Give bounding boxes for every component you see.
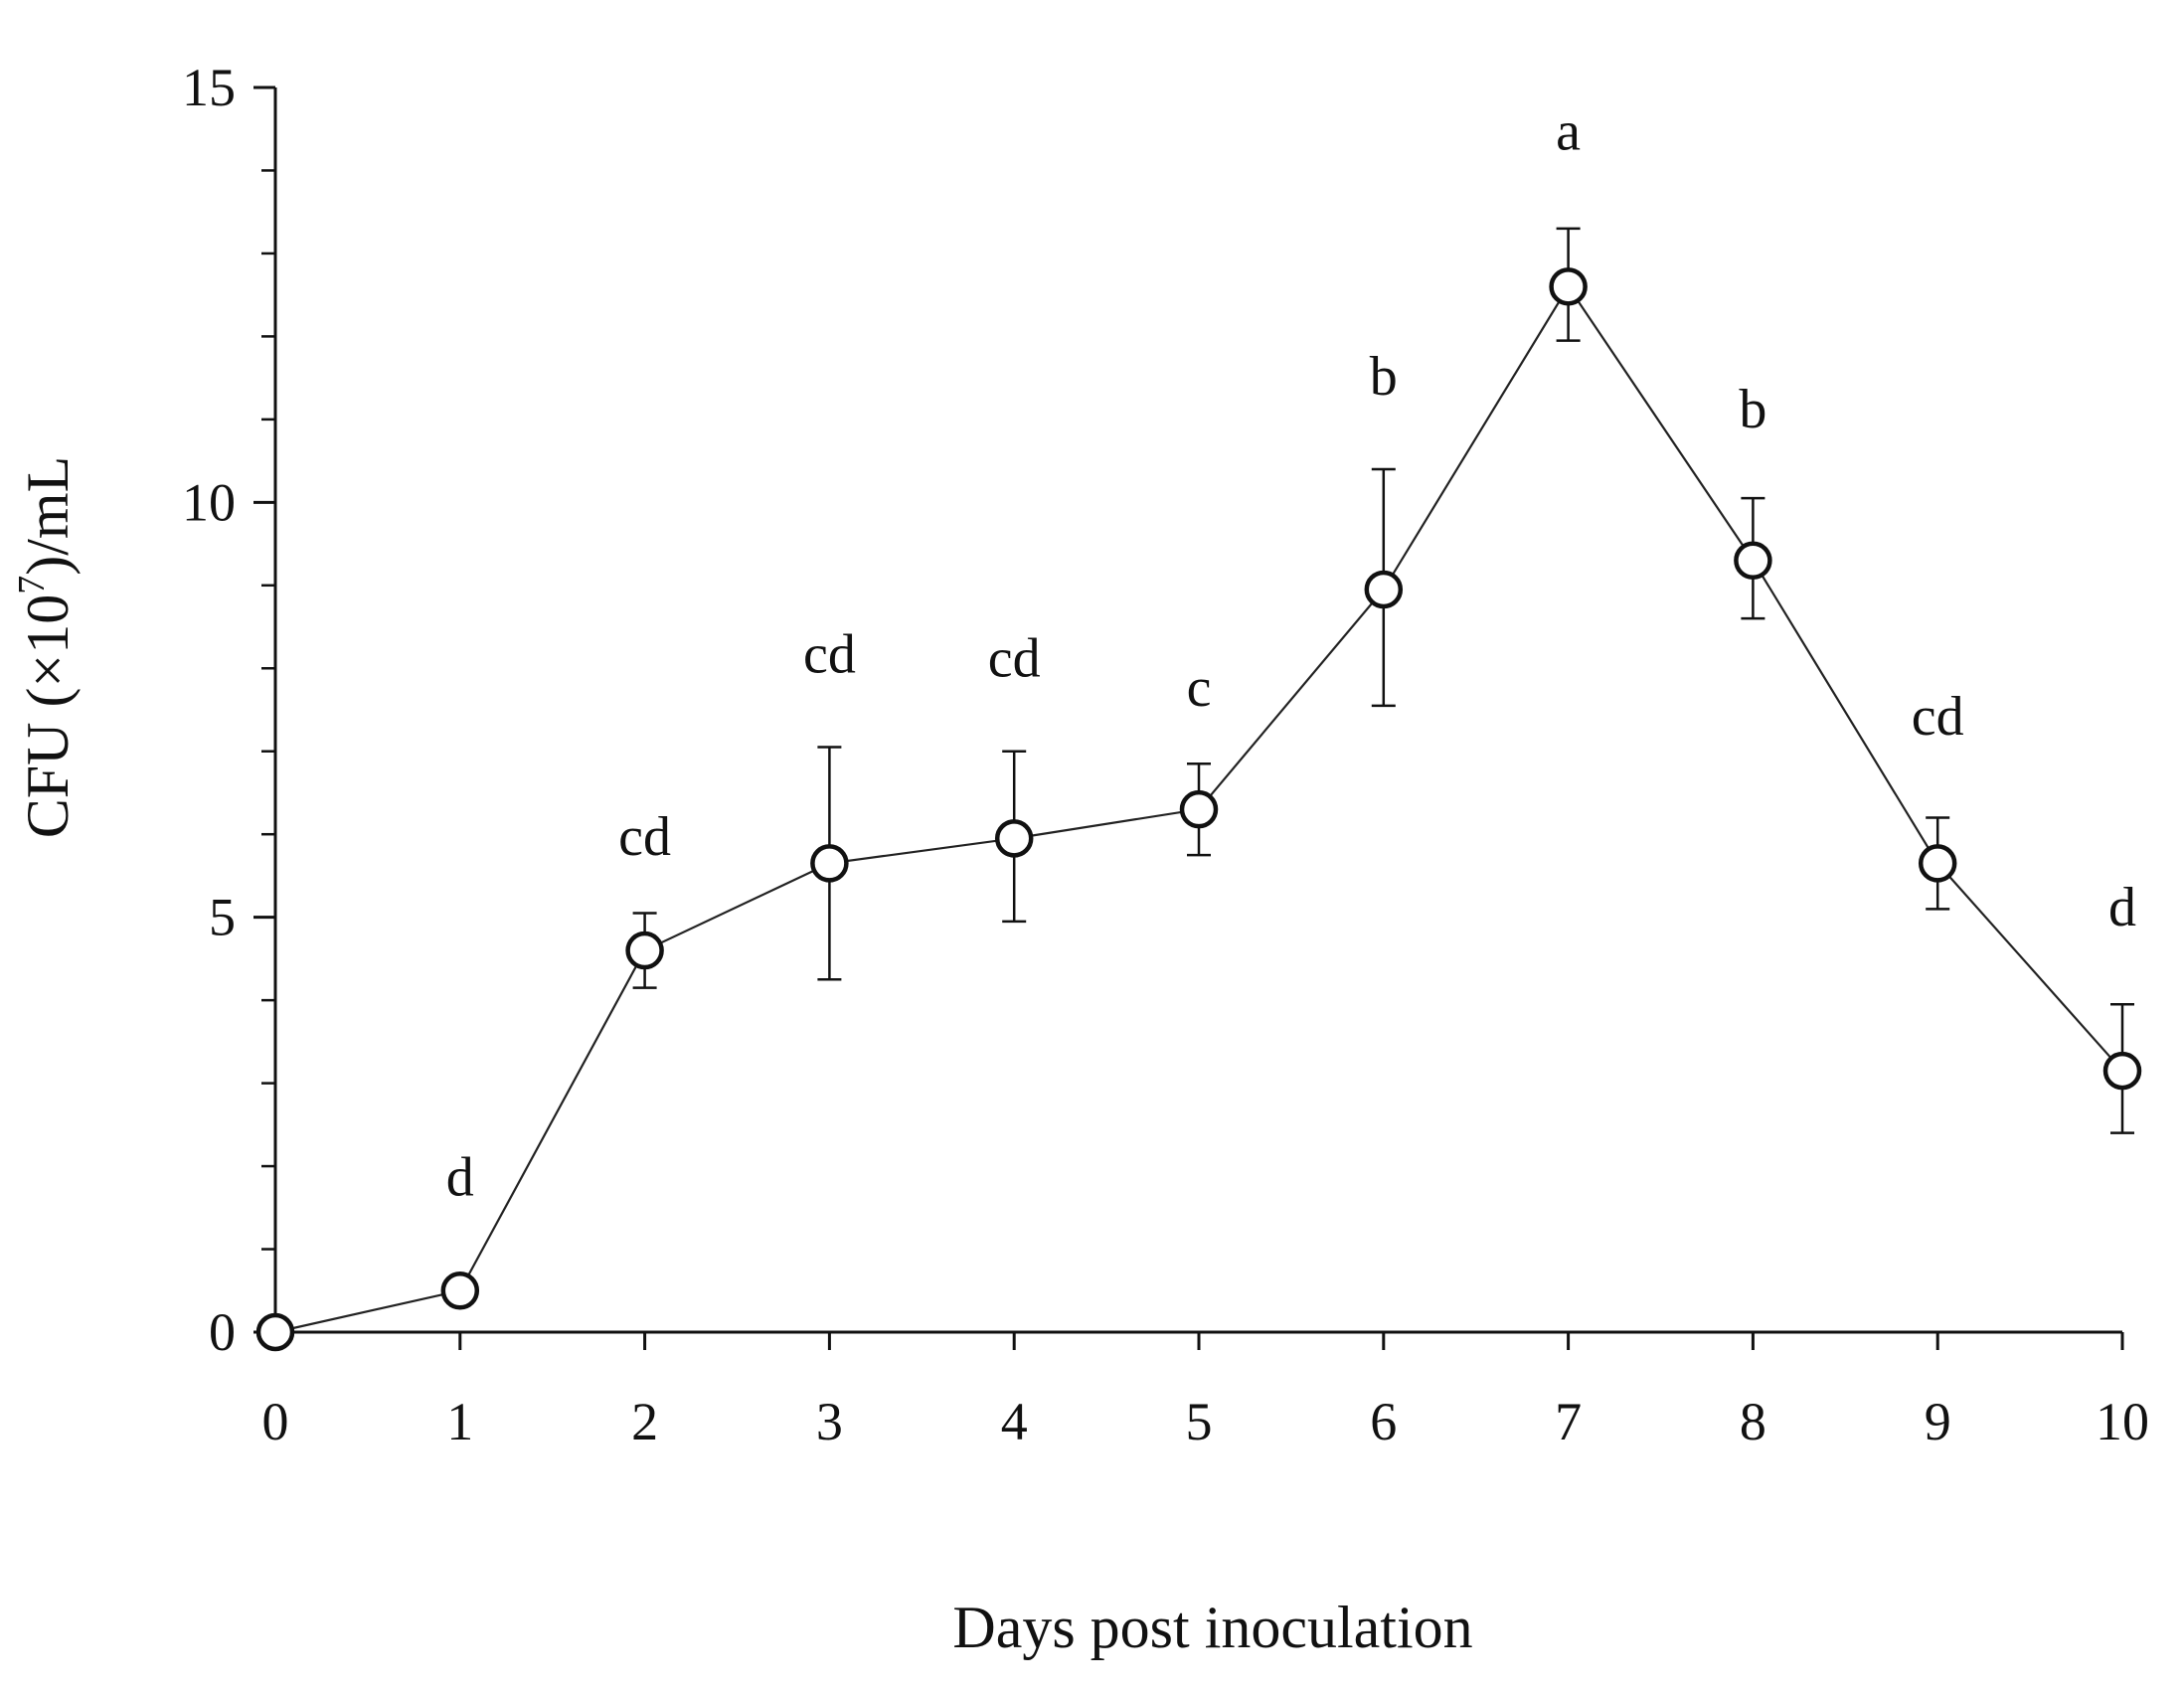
x-tick-label: 7 [1555,1392,1582,1451]
data-point [1549,267,1588,306]
x-tick-label: 1 [446,1392,473,1451]
data-point [1364,570,1404,609]
data-point [2102,1051,2142,1091]
x-tick-label: 10 [2096,1392,2149,1451]
significance-labels: d cd cd cd c b a b cd d [446,101,2136,1209]
y-axis-title: CFU (×107)/mL [11,456,81,839]
x-tick-label: 4 [1001,1392,1028,1451]
data-point [1918,844,1957,883]
significance-label: cd [803,623,856,685]
data-point [625,931,664,970]
significance-label: d [446,1146,474,1208]
y-axis-title-exponent: 7 [11,576,53,594]
y-tick-label: 10 [182,472,236,532]
x-tick-label: 0 [262,1392,289,1451]
x-tick-label: 9 [1925,1392,1951,1451]
data-point [1179,789,1219,829]
data-point [994,819,1034,858]
x-axis-title: Days post inoculation [952,1595,1472,1660]
significance-label: cd [988,628,1041,690]
error-bars [447,227,2134,1296]
significance-label: cd [1912,686,1964,748]
data-point [1734,541,1772,581]
significance-label: a [1556,101,1581,163]
data-point [255,1312,295,1352]
y-axis-title-prefix: CFU (×10 [15,594,81,839]
significance-label: cd [618,806,671,868]
axes: 0 5 10 15 0 1 2 3 4 5 6 7 8 9 10 [182,58,2149,1451]
x-tick-label: 6 [1370,1392,1397,1451]
significance-label: b [1739,379,1766,440]
data-point [440,1271,480,1310]
significance-label: b [1370,346,1398,408]
x-tick-label: 8 [1740,1392,1766,1451]
x-tick-label: 2 [631,1392,658,1451]
data-markers [255,267,2142,1352]
y-tick-label: 0 [209,1302,236,1362]
y-tick-label: 5 [209,888,236,947]
x-tick-label: 5 [1186,1392,1213,1451]
y-axis-title-suffix: )/mL [15,456,81,576]
data-point [810,844,849,883]
y-tick-label: 15 [182,58,236,117]
significance-label: d [2108,877,2136,938]
significance-label: c [1187,657,1212,719]
x-tick-label: 3 [816,1392,843,1451]
